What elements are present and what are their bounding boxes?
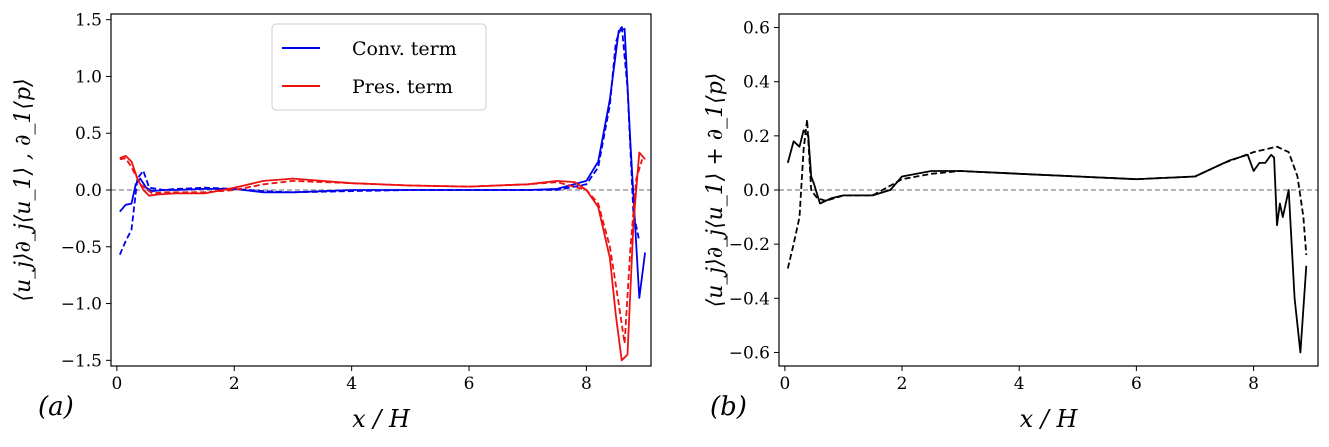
series-line-0-3	[119, 157, 644, 345]
series-line-0-1	[118, 24, 641, 256]
y-tick-label: 1.5	[75, 11, 102, 31]
y-tick-label: 0.0	[75, 181, 102, 201]
panel-label: (a)	[38, 392, 74, 422]
legend-box	[271, 23, 487, 111]
panel-label: (b)	[710, 392, 747, 422]
y-tick-label: −0.4	[729, 289, 770, 309]
x-tick-label: 6	[464, 374, 475, 394]
x-tick-label: 2	[897, 374, 908, 394]
legend-label: Pres. term	[352, 76, 453, 98]
y-axis-label: ⟨u_j⟩∂_j⟨u_1⟩ + ∂_1⟨p⟩	[703, 73, 728, 308]
x-axis-label: x / H	[352, 405, 411, 433]
y-tick-label: 1.0	[75, 67, 102, 87]
y-tick-label: 0.6	[743, 19, 770, 39]
legend-label: Conv. term	[352, 38, 457, 60]
y-axis-label: ⟨u_j⟩∂_j⟨u_1⟩ , ∂_1⟨p⟩	[11, 78, 36, 301]
x-tick-label: 4	[1014, 374, 1025, 394]
x-tick-label: 6	[1131, 374, 1142, 394]
x-tick-label: 8	[1248, 374, 1259, 394]
x-tick-label: 2	[229, 374, 240, 394]
x-tick-label: 8	[581, 374, 592, 394]
series-line-1-0	[786, 129, 1308, 354]
y-tick-label: 0.4	[743, 73, 770, 93]
y-tick-label: −0.2	[729, 235, 770, 255]
x-tick-label: 4	[346, 374, 357, 394]
x-tick-label: 0	[779, 374, 790, 394]
series-line-1-1	[786, 118, 1308, 269]
y-tick-label: −1.5	[61, 351, 102, 371]
y-tick-label: −1.0	[61, 295, 102, 315]
y-tick-label: −0.5	[61, 238, 102, 258]
y-tick-label: 0.0	[743, 181, 770, 201]
y-tick-label: 0.2	[743, 127, 770, 147]
y-tick-label: 0.5	[75, 124, 102, 144]
x-tick-label: 0	[111, 374, 122, 394]
y-tick-label: −0.6	[729, 343, 770, 363]
x-axis-label: x / H	[1020, 405, 1079, 433]
